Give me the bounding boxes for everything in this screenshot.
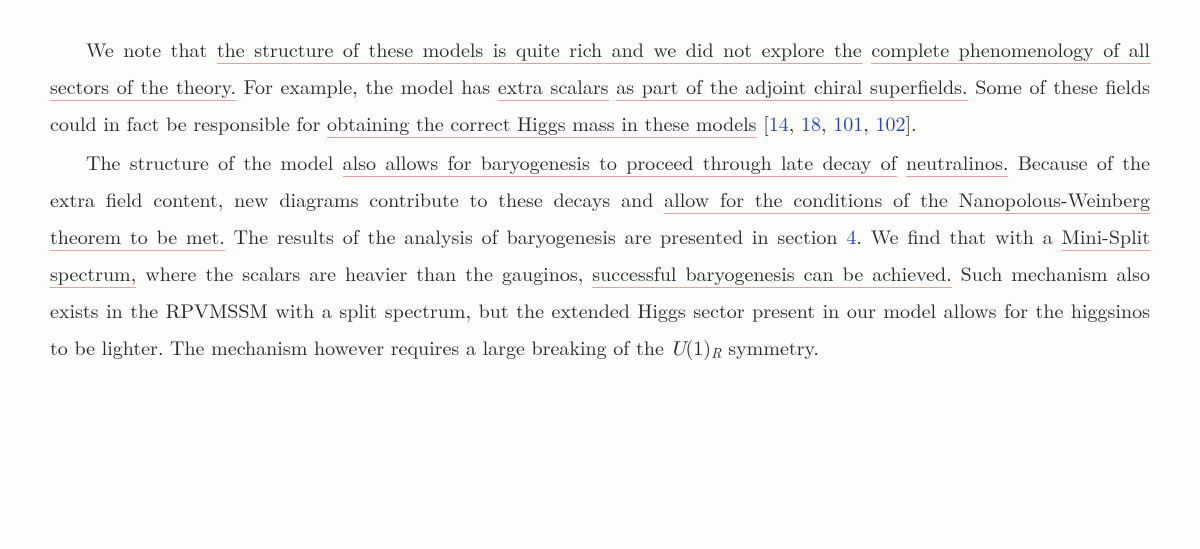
highlight-run: successful baryogenesis can be achieved. (592, 258, 951, 288)
highlight-run: the structure of these models is quite r… (217, 34, 862, 64)
text-run: For example, the model has (236, 71, 498, 100)
text-run: The structure of the model (86, 147, 343, 176)
text-run: [ (757, 108, 769, 137)
text-run: The results of the (225, 221, 396, 250)
text-run: , (789, 108, 801, 137)
highlight-run: also allows for baryogenesis to proceed … (343, 147, 897, 177)
text-run: where the scalars are heavier than the g… (145, 258, 592, 287)
section-ref-link[interactable]: 4 (846, 221, 856, 250)
highlight-run: as part of the adjoint chiral superfield… (616, 71, 967, 101)
paragraph-2: The structure of the model also allows f… (50, 143, 1150, 368)
text-run: analysis of baryogenesis are presented i… (404, 221, 846, 250)
text-run: , (863, 108, 875, 137)
text-run: ]. (905, 108, 916, 137)
citation-link[interactable]: 14 (769, 108, 789, 137)
text-run: . We find that with a (856, 221, 1061, 250)
citation-link[interactable]: 102 (875, 108, 905, 137)
citation-link[interactable]: 101 (833, 108, 863, 137)
citation-link[interactable]: 18 (801, 108, 821, 137)
math-symbol: (1) (686, 332, 712, 361)
text-run: , (821, 108, 833, 137)
text-run: symmetry. (722, 332, 819, 361)
math-symbol: U (671, 339, 686, 359)
highlight-run: obtaining the correct Higgs mass in thes… (327, 108, 757, 138)
paragraph-1: We note that the structure of these mode… (50, 30, 1150, 141)
highlight-run: neutralinos. (906, 147, 1008, 177)
text-run: We note that (86, 34, 217, 63)
math-subscript: R (711, 343, 722, 363)
highlight-run: extra scalars (498, 71, 609, 101)
